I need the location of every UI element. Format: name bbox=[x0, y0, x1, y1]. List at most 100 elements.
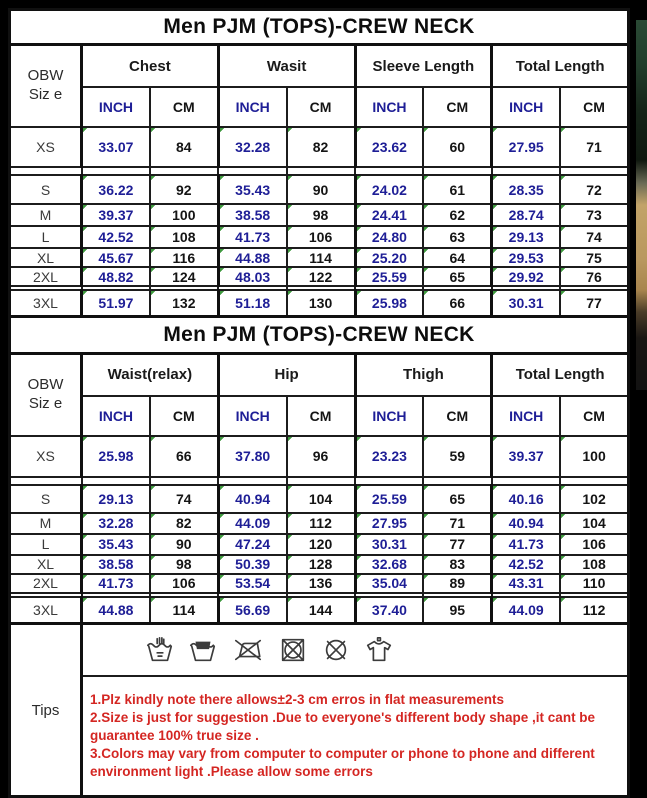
spacer-cell bbox=[8, 591, 83, 598]
spacer-cell bbox=[285, 591, 357, 598]
cm-value-cell: 136 bbox=[285, 572, 357, 594]
cm-value-cell: 60 bbox=[422, 126, 493, 168]
table-title: Men PJM (TOPS)-CREW NECK bbox=[8, 315, 630, 355]
group-header-hip: Hip bbox=[216, 352, 356, 397]
unit-header-inch: INCH bbox=[79, 394, 151, 437]
table-title-row: Men PJM (TOPS)-CREW NECK bbox=[8, 8, 630, 46]
inch-value-cell: 29.13 bbox=[490, 225, 562, 249]
spacer-cell bbox=[80, 591, 151, 598]
spacer-row bbox=[8, 591, 630, 598]
cm-value-cell: 82 bbox=[285, 126, 357, 168]
table-row: S 36.22 92 35.43 90 24.02 61 28.35 72 bbox=[8, 174, 630, 205]
spacer-cell bbox=[422, 166, 493, 176]
corner-line-2: Siz e bbox=[28, 86, 63, 103]
cm-value-cell: 104 bbox=[285, 483, 357, 514]
cm-value-cell: 82 bbox=[148, 511, 220, 535]
inch-value-cell: 25.20 bbox=[353, 247, 425, 268]
inch-value-cell: 25.59 bbox=[353, 483, 425, 514]
cm-value-cell: 76 bbox=[559, 266, 630, 287]
cm-value-cell: 77 bbox=[559, 289, 630, 317]
size-cell: L bbox=[8, 225, 83, 249]
spacer-cell bbox=[148, 166, 220, 176]
cm-value-cell: 71 bbox=[559, 126, 630, 168]
spacer-cell bbox=[148, 591, 220, 598]
spacer-cell bbox=[422, 285, 493, 291]
cm-value-cell: 63 bbox=[422, 225, 493, 249]
spacer-cell bbox=[217, 591, 288, 598]
inch-value-cell: 51.18 bbox=[216, 289, 288, 317]
size-cell: M bbox=[8, 203, 83, 227]
size-cell: XL bbox=[8, 553, 83, 575]
care-icons-cell bbox=[80, 622, 630, 677]
cm-value-cell: 120 bbox=[285, 532, 357, 556]
inch-value-cell: 39.37 bbox=[490, 434, 562, 478]
spacer-cell bbox=[8, 166, 83, 176]
size-cell: M bbox=[8, 511, 83, 535]
cm-value-cell: 110 bbox=[559, 572, 630, 594]
cm-value-cell: 66 bbox=[422, 289, 493, 317]
inch-value-cell: 37.80 bbox=[216, 434, 288, 478]
cm-value-cell: 102 bbox=[559, 483, 630, 514]
tip-line-2: 2.Size is just for suggestion .Due to ev… bbox=[90, 710, 596, 744]
spacer-cell bbox=[353, 475, 425, 486]
cm-value-cell: 62 bbox=[422, 203, 493, 227]
cm-value-cell: 112 bbox=[285, 511, 357, 535]
cm-value-cell: 90 bbox=[285, 174, 357, 205]
cm-value-cell: 89 bbox=[422, 572, 493, 594]
cm-value-cell: 98 bbox=[285, 203, 357, 227]
group-header-sleeve-length: Sleeve Length bbox=[353, 43, 493, 88]
size-cell: XL bbox=[8, 247, 83, 268]
table-row: 2XL 48.82 124 48.03 122 25.59 65 29.92 76 bbox=[8, 266, 630, 287]
cm-value-cell: 74 bbox=[559, 225, 630, 249]
inch-value-cell: 23.62 bbox=[353, 126, 425, 168]
do-not-iron-icon bbox=[234, 639, 262, 661]
inch-value-cell: 44.09 bbox=[216, 511, 288, 535]
inch-value-cell: 35.43 bbox=[79, 532, 151, 556]
unit-header-inch: INCH bbox=[353, 394, 425, 437]
cm-value-cell: 84 bbox=[148, 126, 220, 168]
inch-value-cell: 35.04 bbox=[353, 572, 425, 594]
size-cell: 3XL bbox=[8, 595, 83, 625]
inch-value-cell: 32.68 bbox=[353, 553, 425, 575]
spacer-cell bbox=[353, 166, 425, 176]
spacer-row bbox=[8, 166, 630, 176]
inch-value-cell: 30.31 bbox=[490, 289, 562, 317]
size-cell: XS bbox=[8, 126, 83, 168]
cm-value-cell: 64 bbox=[422, 247, 493, 268]
unit-header-inch: INCH bbox=[79, 86, 151, 128]
table-row: 3XL 44.88 114 56.69 144 37.40 95 44.09 112 bbox=[8, 595, 630, 625]
inch-value-cell: 53.54 bbox=[216, 572, 288, 594]
inch-value-cell: 37.40 bbox=[353, 595, 425, 625]
unit-header-cm: CM bbox=[148, 86, 220, 128]
inch-value-cell: 32.28 bbox=[216, 126, 288, 168]
cm-value-cell: 116 bbox=[148, 247, 220, 268]
spacer-cell bbox=[285, 166, 357, 176]
table-row: 3XL 51.97 132 51.18 130 25.98 66 30.31 77 bbox=[8, 289, 630, 317]
group-header-row: OBW Siz e Chest Wasit Sleeve Length Tota… bbox=[8, 43, 630, 128]
tips-row: 1.Plz kindly note there allows±2-3 cm er… bbox=[10, 675, 630, 798]
size-corner-label: OBW Siz e bbox=[8, 352, 83, 437]
inch-value-cell: 39.37 bbox=[79, 203, 151, 227]
spacer-cell bbox=[217, 475, 288, 486]
spacer-cell bbox=[559, 285, 630, 291]
spacer-cell bbox=[490, 285, 562, 291]
inch-value-cell: 41.73 bbox=[79, 572, 151, 594]
cm-value-cell: 114 bbox=[148, 595, 220, 625]
inch-value-cell: 38.58 bbox=[216, 203, 288, 227]
spacer-row bbox=[8, 475, 630, 486]
do-not-dry-clean-icon bbox=[325, 639, 347, 661]
cm-value-cell: 122 bbox=[285, 266, 357, 287]
tip-line-3: 3.Colors may vary from computer to compu… bbox=[90, 745, 595, 779]
tips-label: Tips bbox=[8, 622, 83, 798]
inch-value-cell: 42.52 bbox=[79, 225, 151, 249]
inch-value-cell: 47.24 bbox=[216, 532, 288, 556]
inch-value-cell: 51.97 bbox=[79, 289, 151, 317]
spacer-cell bbox=[490, 591, 562, 598]
corner-line-1: OBW bbox=[27, 375, 64, 393]
inch-value-cell: 50.39 bbox=[216, 553, 288, 575]
cm-value-cell: 124 bbox=[148, 266, 220, 287]
table-row: XS 33.07 84 32.28 82 23.62 60 27.95 71 bbox=[8, 126, 630, 168]
drip-dry-garment-icon bbox=[366, 636, 392, 662]
inch-value-cell: 36.22 bbox=[79, 174, 151, 205]
cm-value-cell: 106 bbox=[148, 572, 220, 594]
